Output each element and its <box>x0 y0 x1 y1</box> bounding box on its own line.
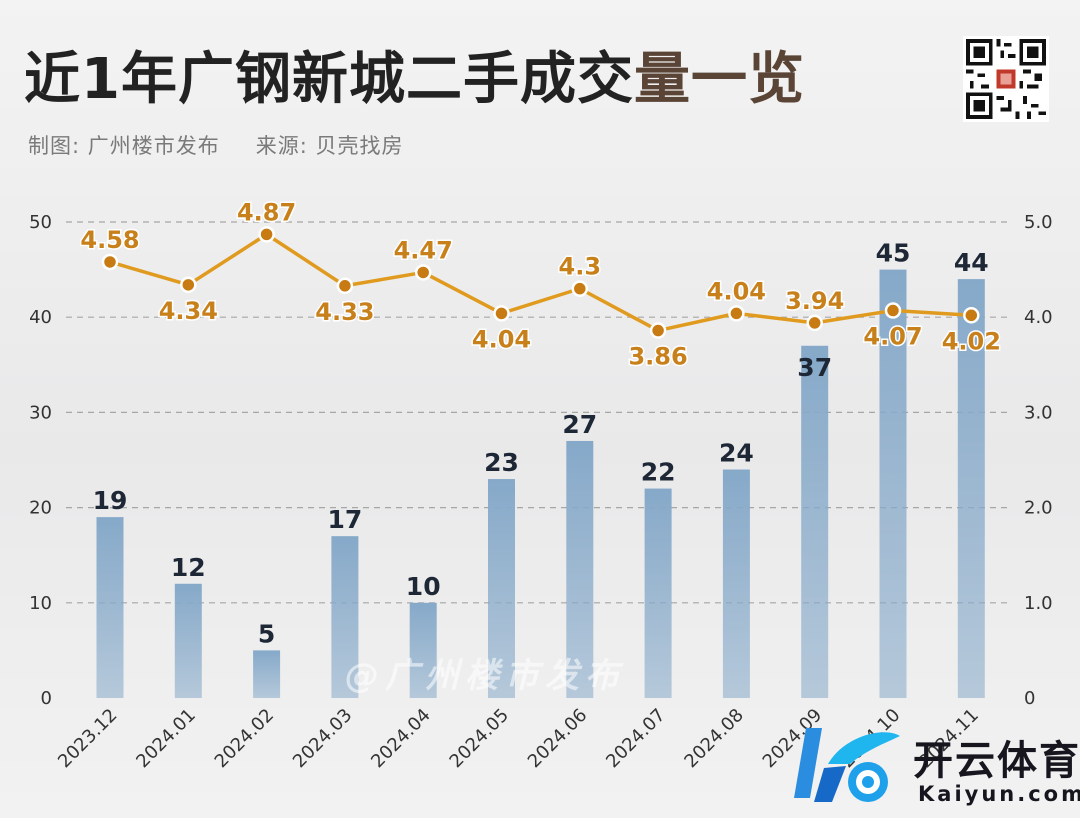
bar <box>253 650 281 698</box>
bar-value-label: 44 <box>954 248 989 277</box>
line-marker <box>728 305 745 322</box>
right-axis-tick-label: 0 <box>1024 688 1035 709</box>
left-axis-tick-label: 40 <box>29 307 52 328</box>
brand-logo: 开云体育 Kaiyun.com <box>788 712 1080 816</box>
right-axis-tick-label: 5.0 <box>1024 212 1053 233</box>
credit-label: 制图: 广州楼市发布 <box>28 134 220 158</box>
right-axis-tick-label: 2.0 <box>1024 498 1053 519</box>
line-value-label: 3.86 <box>628 343 687 371</box>
bar-value-label: 17 <box>328 505 363 534</box>
line-value-label: 4.47 <box>394 236 453 264</box>
bar <box>331 536 359 698</box>
watermark-text: @广州楼市发布 <box>345 656 625 696</box>
category-tick-label: 2024.04 <box>367 705 434 772</box>
bar-value-label: 5 <box>258 619 275 648</box>
category-tick-label: 2024.08 <box>680 705 747 772</box>
price-line <box>109 232 972 333</box>
left-axis-tick-label: 0 <box>41 688 52 709</box>
chart-title-main: 近1年广钢新城二手成交 <box>24 47 634 112</box>
chart-title-accent: 量一览 <box>633 47 805 112</box>
bar-value-label: 24 <box>719 439 754 468</box>
line-value-label: 4.87 <box>237 198 296 226</box>
bar-value-label: 27 <box>562 410 597 439</box>
source-label: 来源: 贝壳找房 <box>255 134 404 158</box>
category-tick-label: 2024.06 <box>524 705 591 772</box>
category-tick-label: 2024.03 <box>289 705 356 772</box>
line-marker <box>336 277 354 295</box>
category-tick-label: 2024.01 <box>132 705 199 772</box>
right-axis-tick-label: 3.0 <box>1024 402 1053 423</box>
line-value-label: 4.07 <box>863 323 922 351</box>
chart-title: 近1年广钢新城二手成交量一览 <box>24 34 805 115</box>
left-axis-tick-label: 50 <box>29 212 52 233</box>
line-marker <box>101 253 119 271</box>
qr-code <box>963 36 1049 122</box>
bar <box>722 469 750 698</box>
bar-value-label: 22 <box>641 458 676 487</box>
line-marker <box>571 280 589 297</box>
bar <box>957 279 985 698</box>
right-axis-tick-label: 4.0 <box>1024 307 1053 328</box>
left-axis-tick-label: 20 <box>29 498 52 519</box>
bar-value-label: 45 <box>876 239 911 268</box>
bar <box>174 583 202 698</box>
bar <box>879 269 907 698</box>
bar <box>96 517 124 698</box>
bar-value-label: 37 <box>797 353 832 382</box>
line-value-label: 4.04 <box>472 325 531 353</box>
category-tick-label: 2024.05 <box>446 705 513 772</box>
brand-name-cn: 开云体育 <box>913 738 1080 784</box>
bar-value-label: 19 <box>93 486 128 515</box>
line-marker <box>963 307 980 324</box>
left-axis-tick-label: 30 <box>29 402 52 423</box>
line-value-label: 4.58 <box>80 226 139 254</box>
line-value-label: 3.94 <box>785 287 844 315</box>
bar-value-label: 12 <box>171 553 206 582</box>
line-marker <box>493 305 510 322</box>
bar <box>644 488 672 698</box>
line-value-label: 4.04 <box>707 277 766 305</box>
brand-name-en: Kaiyun.com <box>918 782 1080 806</box>
qr-code-icon <box>966 39 1046 119</box>
bar-value-label: 23 <box>484 448 519 477</box>
line-marker <box>806 314 823 332</box>
brand-mark-icon <box>794 728 900 802</box>
right-axis-tick-label: 1.0 <box>1024 593 1053 614</box>
category-tick-label: 2024.07 <box>602 705 669 772</box>
bar <box>488 479 515 698</box>
category-tick-label: 2024.02 <box>211 705 278 772</box>
left-axis-tick-label: 10 <box>29 593 52 614</box>
line-marker <box>414 264 432 281</box>
bar-value-label: 10 <box>406 572 441 601</box>
line-marker <box>649 322 667 339</box>
line-value-label: 4.3 <box>559 253 602 281</box>
bar <box>801 345 829 698</box>
bar <box>409 602 437 698</box>
line-marker <box>258 226 275 243</box>
line-value-label: 4.34 <box>159 297 218 325</box>
bar <box>566 440 594 698</box>
line-marker <box>884 302 902 319</box>
chart-meta: 制图: 广州楼市发布 来源: 贝壳找房 <box>28 130 404 160</box>
line-value-label: 4.33 <box>315 298 374 326</box>
line-value-label: 4.02 <box>942 327 1001 355</box>
line-marker <box>180 276 197 294</box>
category-tick-label: 2023.12 <box>54 705 121 772</box>
